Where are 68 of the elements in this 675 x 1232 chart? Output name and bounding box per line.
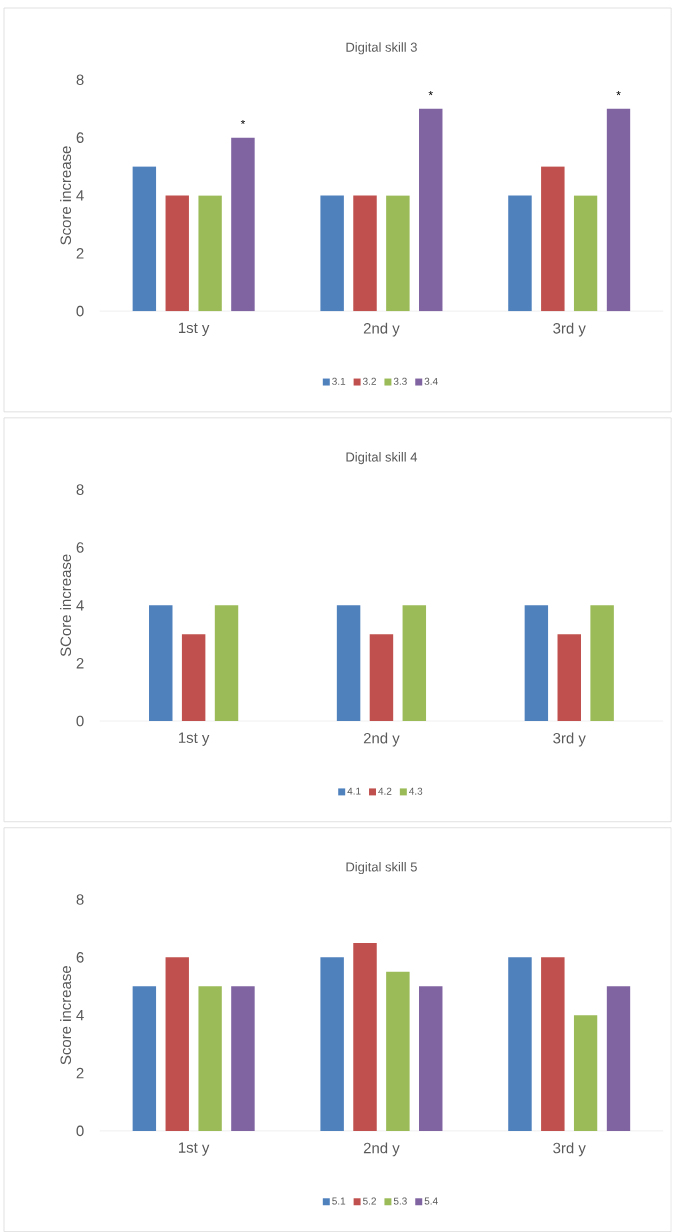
annotation: * bbox=[428, 90, 433, 96]
bar bbox=[508, 957, 532, 1131]
y-axis-title: Score increase bbox=[60, 966, 71, 1065]
legend-label: 3.2 bbox=[362, 377, 376, 385]
x-tick-label: 3rd y bbox=[553, 732, 586, 747]
y-tick-label: 0 bbox=[76, 715, 84, 727]
legend-label: 3.1 bbox=[332, 377, 346, 385]
bar bbox=[165, 957, 189, 1131]
legend-label: 4.2 bbox=[378, 787, 392, 795]
annotation: * bbox=[240, 119, 246, 125]
legend-label: 4.1 bbox=[347, 787, 361, 795]
y-tick-label: 6 bbox=[76, 952, 84, 963]
bar bbox=[198, 986, 222, 1131]
bar bbox=[606, 986, 631, 1131]
legend-label: 5.3 bbox=[393, 1197, 407, 1205]
x-tick-label: 1st y bbox=[178, 1142, 210, 1156]
y-axis-title: Score increase bbox=[60, 146, 71, 245]
bar bbox=[320, 195, 344, 312]
annotation: * bbox=[616, 90, 621, 96]
y-tick-label: 4 bbox=[76, 600, 84, 611]
x-tick-label: 3rd y bbox=[553, 322, 586, 337]
bar bbox=[418, 108, 443, 312]
y-tick-label: 4 bbox=[76, 1010, 84, 1021]
y-tick-label: 6 bbox=[76, 132, 84, 143]
bar bbox=[386, 195, 410, 312]
x-tick-label: 2nd y bbox=[363, 1142, 400, 1157]
bar bbox=[606, 108, 631, 312]
bar bbox=[198, 195, 222, 312]
bar bbox=[418, 986, 443, 1131]
bar bbox=[132, 166, 157, 312]
legend-label: 5.2 bbox=[362, 1197, 376, 1205]
y-tick-label: 2 bbox=[76, 248, 84, 259]
y-tick-label: 2 bbox=[76, 657, 84, 669]
y-tick-label: 8 bbox=[76, 484, 84, 495]
bar bbox=[231, 137, 255, 312]
legend-label: 5.4 bbox=[424, 1197, 438, 1205]
y-axis-title: SCore increase bbox=[60, 554, 71, 657]
x-tick-label: 1st y bbox=[178, 322, 210, 337]
chart-title: Digital skill 3 bbox=[346, 42, 417, 55]
chart-title: Digital skill 5 bbox=[346, 861, 417, 875]
x-tick-label: 2nd y bbox=[363, 732, 400, 747]
x-tick-label: 1st y bbox=[178, 732, 210, 746]
y-tick-label: 8 bbox=[76, 894, 84, 905]
x-tick-label: 3rd y bbox=[553, 1142, 586, 1157]
bar bbox=[386, 971, 410, 1131]
bar bbox=[231, 986, 255, 1131]
y-tick-label: 2 bbox=[76, 1067, 84, 1079]
bar bbox=[508, 195, 532, 312]
legend-label: 5.1 bbox=[332, 1197, 346, 1205]
bar bbox=[353, 942, 377, 1131]
bar bbox=[541, 166, 565, 312]
bar bbox=[353, 195, 377, 312]
y-tick-label: 6 bbox=[76, 542, 84, 553]
bar bbox=[541, 957, 565, 1131]
y-tick-label: 0 bbox=[76, 305, 84, 317]
bar bbox=[573, 1015, 598, 1131]
x-tick-label: 2nd y bbox=[363, 322, 400, 337]
y-tick-label: 0 bbox=[76, 1125, 84, 1137]
legend-label: 3.3 bbox=[393, 377, 407, 385]
chart-title: Digital skill 4 bbox=[346, 452, 417, 465]
bar bbox=[320, 957, 344, 1131]
bar bbox=[132, 986, 157, 1131]
y-tick-label: 4 bbox=[76, 190, 84, 201]
legend-label: 3.4 bbox=[424, 377, 438, 385]
bar bbox=[165, 195, 189, 312]
legend-label: 4.3 bbox=[408, 787, 423, 795]
bar bbox=[573, 195, 598, 312]
y-tick-label: 8 bbox=[76, 74, 84, 86]
